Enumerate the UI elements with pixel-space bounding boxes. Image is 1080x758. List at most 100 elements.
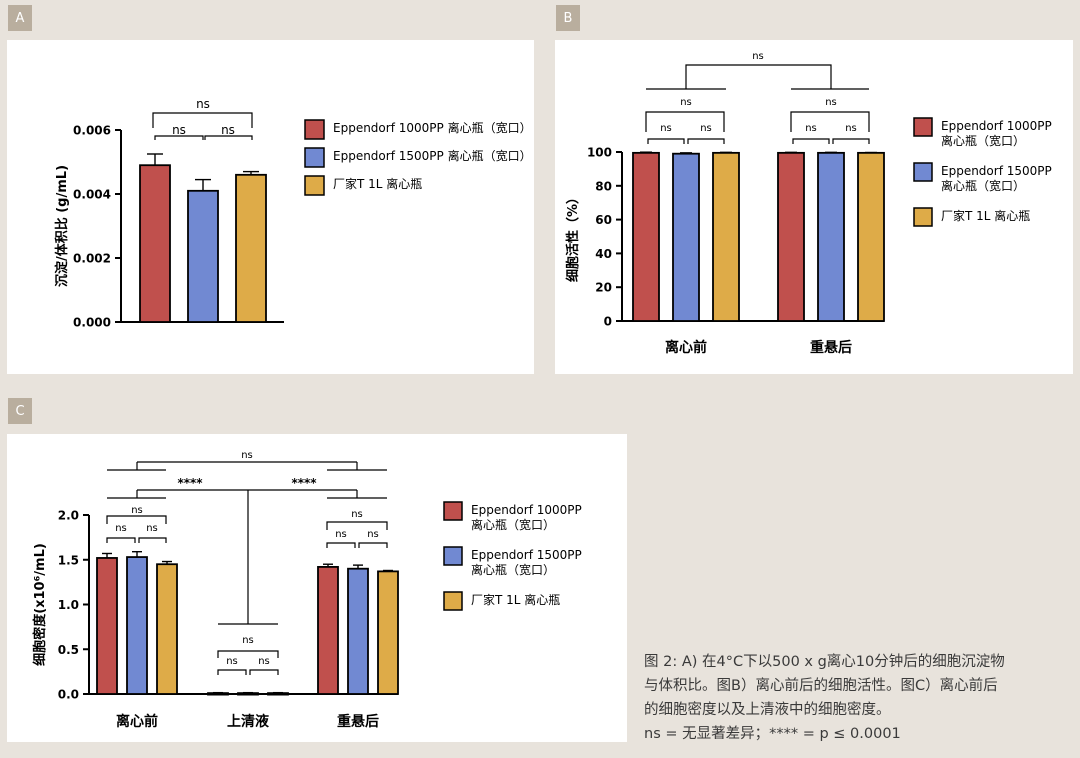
- sig-b-bracket: [685, 64, 832, 89]
- sig-c-label: ns: [241, 450, 253, 461]
- sig-c-bracket: [249, 669, 279, 675]
- chart-b-y-label: 细胞活性（%）: [565, 191, 581, 282]
- legend-c-swatch: [443, 501, 463, 521]
- chart-b-y-tick-label: 100: [587, 146, 612, 160]
- legend-a-label: Eppendorf 1000PP 离心瓶（宽口）: [333, 120, 532, 135]
- chart-b-category-label: 重悬后: [810, 339, 852, 356]
- chart-a-y-tick-label: 0.006: [73, 124, 111, 138]
- sig-c-bracket: [106, 515, 167, 524]
- sig-b-label: ns: [825, 97, 837, 108]
- chart-b-bar: [632, 151, 660, 322]
- chart-a-bar: [187, 189, 219, 323]
- chart-c-bar: [317, 566, 339, 695]
- chart-b-bar: [712, 151, 740, 322]
- legend-a-swatch: [304, 119, 325, 140]
- chart-b-y-tick-label: 0: [604, 315, 612, 329]
- sig-b-bracket: [790, 111, 870, 132]
- chart-a-y-tick-label: 0.004: [73, 188, 111, 202]
- chart-c-category-label: 离心前: [116, 713, 158, 730]
- sig-b-bracket: [832, 138, 870, 144]
- chart-b-y-tick-label: 40: [595, 247, 612, 261]
- panel-a: [7, 40, 534, 374]
- legend-c-label: Eppendorf 1000PP: [471, 503, 582, 517]
- sig-b-label: ns: [845, 123, 857, 134]
- chart-c-category-label: 上清液: [227, 713, 270, 730]
- panel-c-tag: C: [8, 398, 32, 424]
- legend-b-swatch: [913, 207, 933, 227]
- chart-c-y-tick-label: 0.0: [58, 688, 79, 702]
- legend-c-label: 厂家T 1L 离心瓶: [471, 592, 560, 607]
- chart-c-category-label: 重悬后: [337, 713, 379, 730]
- chart-c-y-tick-label: 0.5: [58, 643, 79, 657]
- chart-a-y-tick-label: 0.002: [73, 252, 111, 266]
- sig-a-bracket: [154, 135, 204, 140]
- caption-line-4: ns = 无显著差异；**** = p ≤ 0.0001: [644, 726, 901, 742]
- sig-c-label: ns: [115, 523, 127, 534]
- sig-c-label: ns: [335, 529, 347, 540]
- sig-c-label: ns: [226, 656, 238, 667]
- chart-c-y-tick-label: 1.0: [58, 598, 79, 612]
- sig-c-bracket: [106, 537, 136, 543]
- chart-c-bar: [96, 557, 118, 695]
- panel-a-tag: A: [8, 5, 32, 31]
- chart-b-category-label: 离心前: [665, 339, 707, 356]
- panel-b-tag: B: [556, 5, 580, 31]
- sig-c-label: ****: [291, 476, 317, 490]
- legend-b-label: Eppendorf 1000PP: [941, 119, 1052, 133]
- legend-b-swatch: [913, 117, 933, 137]
- legend-b-label: 离心瓶（宽口）: [941, 133, 1025, 148]
- sig-c-bracket: [326, 521, 388, 530]
- sig-b-label: ns: [805, 123, 817, 134]
- chart-b-y-tick-label: 20: [595, 281, 612, 295]
- sig-c-bracket: [326, 542, 356, 548]
- chart-a-y-tick-label: 0.000: [73, 316, 111, 330]
- sig-c-label: ns: [258, 656, 270, 667]
- sig-a-bracket: [152, 112, 253, 128]
- legend-b-label: Eppendorf 1500PP: [941, 164, 1052, 178]
- sig-a-label: ns: [172, 123, 186, 137]
- chart-b-bar: [817, 151, 845, 322]
- sig-c-label: ns: [351, 509, 363, 520]
- legend-a-swatch: [304, 175, 325, 196]
- caption-line-1: 图 2: A) 在4°C下以500 x g离心10分钟后的细胞沉淀物: [644, 654, 1005, 670]
- sig-a-label: ns: [221, 123, 235, 137]
- chart-c-bar: [347, 567, 369, 695]
- legend-c-label: Eppendorf 1500PP: [471, 548, 582, 562]
- sig-c-label: ****: [177, 476, 203, 490]
- legend-a-label: 厂家T 1L 离心瓶: [333, 176, 422, 191]
- chart-c-bar: [377, 570, 399, 695]
- legend-c-swatch: [443, 591, 463, 611]
- chart-b-y-tick-label: 80: [595, 179, 612, 193]
- chart-c-y-label: 细胞密度(x10⁶/mL): [32, 543, 48, 666]
- chart-b-y-tick-label: 60: [595, 213, 612, 227]
- sig-b-label: ns: [752, 51, 764, 62]
- caption-line-3: 的细胞密度以及上清液中的细胞密度。: [644, 702, 891, 718]
- legend-c-swatch: [443, 546, 463, 566]
- chart-b-bar: [857, 151, 885, 322]
- sig-c-label: ns: [242, 635, 254, 646]
- chart-a-y-label: 沉淀/体积比 (g/mL): [54, 165, 70, 287]
- sig-a-label: ns: [196, 97, 210, 111]
- legend-a-label: Eppendorf 1500PP 离心瓶（宽口）: [333, 148, 532, 163]
- legend-b-label: 厂家T 1L 离心瓶: [941, 208, 1030, 223]
- sig-b-bracket: [647, 138, 685, 144]
- sig-c-label: ns: [146, 523, 158, 534]
- sig-c-bracket: [358, 542, 388, 548]
- legend-b-label: 离心瓶（宽口）: [941, 178, 1025, 193]
- sig-c-label: ns: [367, 529, 379, 540]
- chart-a-bar: [139, 164, 171, 323]
- legend-b-swatch: [913, 162, 933, 182]
- sig-b-bracket: [687, 138, 725, 144]
- sig-b-label: ns: [660, 123, 672, 134]
- chart-c-bar: [156, 563, 178, 695]
- legend-c-label: 离心瓶（宽口）: [471, 562, 555, 577]
- chart-b-bar: [672, 152, 700, 322]
- sig-c-bracket: [217, 669, 247, 675]
- sig-a-bracket: [204, 135, 253, 140]
- sig-b-label: ns: [700, 123, 712, 134]
- chart-a-bar: [235, 173, 267, 323]
- sig-b-label: ns: [680, 97, 692, 108]
- chart-c-bar: [126, 556, 148, 695]
- legend-c-label: 离心瓶（宽口）: [471, 517, 555, 532]
- chart-c-y-tick-label: 1.5: [58, 553, 79, 567]
